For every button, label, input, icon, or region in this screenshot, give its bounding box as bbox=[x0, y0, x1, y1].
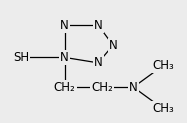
Text: CH₃: CH₃ bbox=[152, 59, 174, 72]
Text: N: N bbox=[129, 81, 138, 94]
Text: N: N bbox=[109, 39, 117, 52]
Text: SH: SH bbox=[13, 51, 29, 64]
Text: N: N bbox=[94, 19, 102, 31]
Text: N: N bbox=[60, 19, 69, 31]
Text: N: N bbox=[94, 56, 102, 69]
Text: CH₂: CH₂ bbox=[91, 81, 113, 94]
Text: CH₃: CH₃ bbox=[152, 102, 174, 115]
Text: N: N bbox=[60, 51, 69, 64]
Text: CH₂: CH₂ bbox=[54, 81, 76, 94]
